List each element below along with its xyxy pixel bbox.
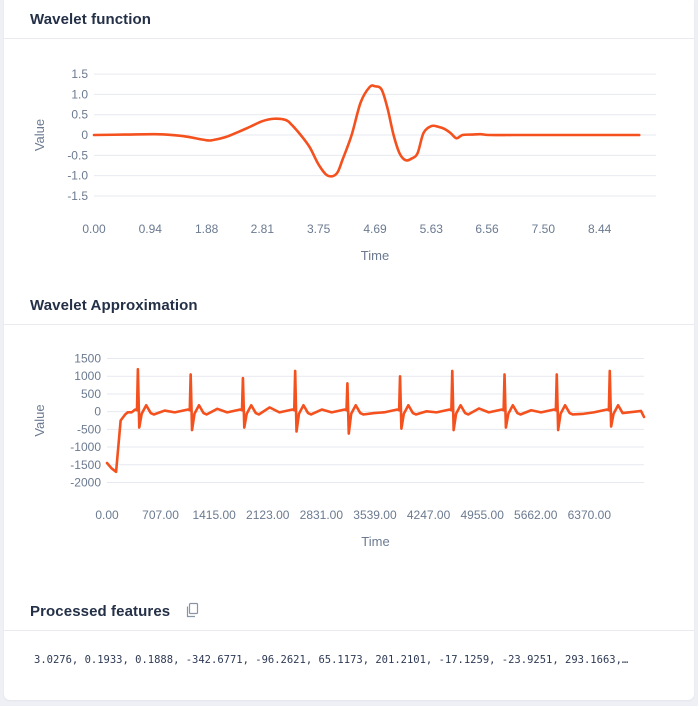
- wavelet-approximation-title: Wavelet Approximation: [30, 297, 198, 314]
- y-axis-title: Value: [32, 119, 47, 151]
- x-tick-label: 0.00: [82, 222, 106, 236]
- processed-features-text[interactable]: 3.0276, 0.1933, 0.1888, -342.6771, -96.2…: [34, 654, 629, 666]
- x-tick-label: 7.50: [532, 222, 556, 236]
- x-tick-label: 2831.00: [300, 508, 344, 522]
- y-tick-label: 1500: [74, 352, 101, 366]
- x-tick-label: 1.88: [195, 222, 219, 236]
- x-tick-label: 4955.00: [460, 508, 504, 522]
- x-tick-label: 2123.00: [246, 508, 290, 522]
- wavelet-function-chart: 1.5 1.0 0.5 0 -0.5 -1.0 -1.5 0.00 0.94 1.88 2.81 3.…: [32, 67, 656, 263]
- processed-features-title: Processed features: [30, 603, 171, 620]
- y-tick-label: 0.5: [71, 108, 88, 122]
- y-tick-label: -0.5: [67, 148, 88, 162]
- x-tick-label: 5.63: [420, 222, 444, 236]
- y-tick-label: -1.0: [67, 169, 88, 183]
- wavelet-function-title: Wavelet function: [30, 11, 152, 28]
- x-tick-label: 5662.00: [514, 508, 558, 522]
- wavelet-approximation-chart: 1500 1000 500 0 -500 -1000 -1500 -2000 0.00 707.0…: [32, 352, 646, 549]
- y-tick-label: 1.5: [71, 67, 88, 81]
- x-tick-label: 3539.00: [353, 508, 397, 522]
- y-tick-label: -500: [77, 422, 101, 436]
- x-tick-label: 3.75: [307, 222, 331, 236]
- x-tick-label: 4247.00: [407, 508, 451, 522]
- copy-icon[interactable]: [185, 602, 201, 618]
- x-tick-label: 6370.00: [568, 508, 612, 522]
- x-tick-label: 8.44: [588, 222, 612, 236]
- y-tick-label: -2000: [70, 475, 101, 489]
- y-tick-label: -1000: [70, 440, 101, 454]
- divider: [4, 38, 694, 39]
- results-card: Wavelet function 1.5 1.0 0.5 0 -0.5 -1.0 -1.5 0…: [4, 0, 694, 700]
- y-tick-label: 0: [94, 405, 101, 419]
- x-tick-label: 0.94: [139, 222, 163, 236]
- y-tick-label: -1.5: [67, 189, 88, 203]
- wavelet-function-series-line: [92, 84, 641, 178]
- y-axis-title: Value: [32, 404, 47, 436]
- x-axis-title: Time: [361, 248, 389, 263]
- y-tick-label: 1.0: [71, 87, 88, 101]
- y-tick-label: -1500: [70, 458, 101, 472]
- y-tick-label: 0: [81, 128, 88, 142]
- x-tick-label: 0.00: [95, 508, 119, 522]
- x-tick-label: 6.56: [475, 222, 499, 236]
- divider: [4, 630, 694, 631]
- x-tick-label: 2.81: [251, 222, 275, 236]
- wavelet-approximation-series-line: [105, 367, 646, 474]
- x-tick-label: 1415.00: [192, 508, 236, 522]
- y-tick-label: 1000: [74, 369, 101, 383]
- y-tick-label: 500: [81, 387, 101, 401]
- x-axis-title: Time: [361, 534, 389, 549]
- x-tick-label: 4.69: [363, 222, 387, 236]
- x-tick-label: 707.00: [142, 508, 179, 522]
- divider: [4, 324, 694, 325]
